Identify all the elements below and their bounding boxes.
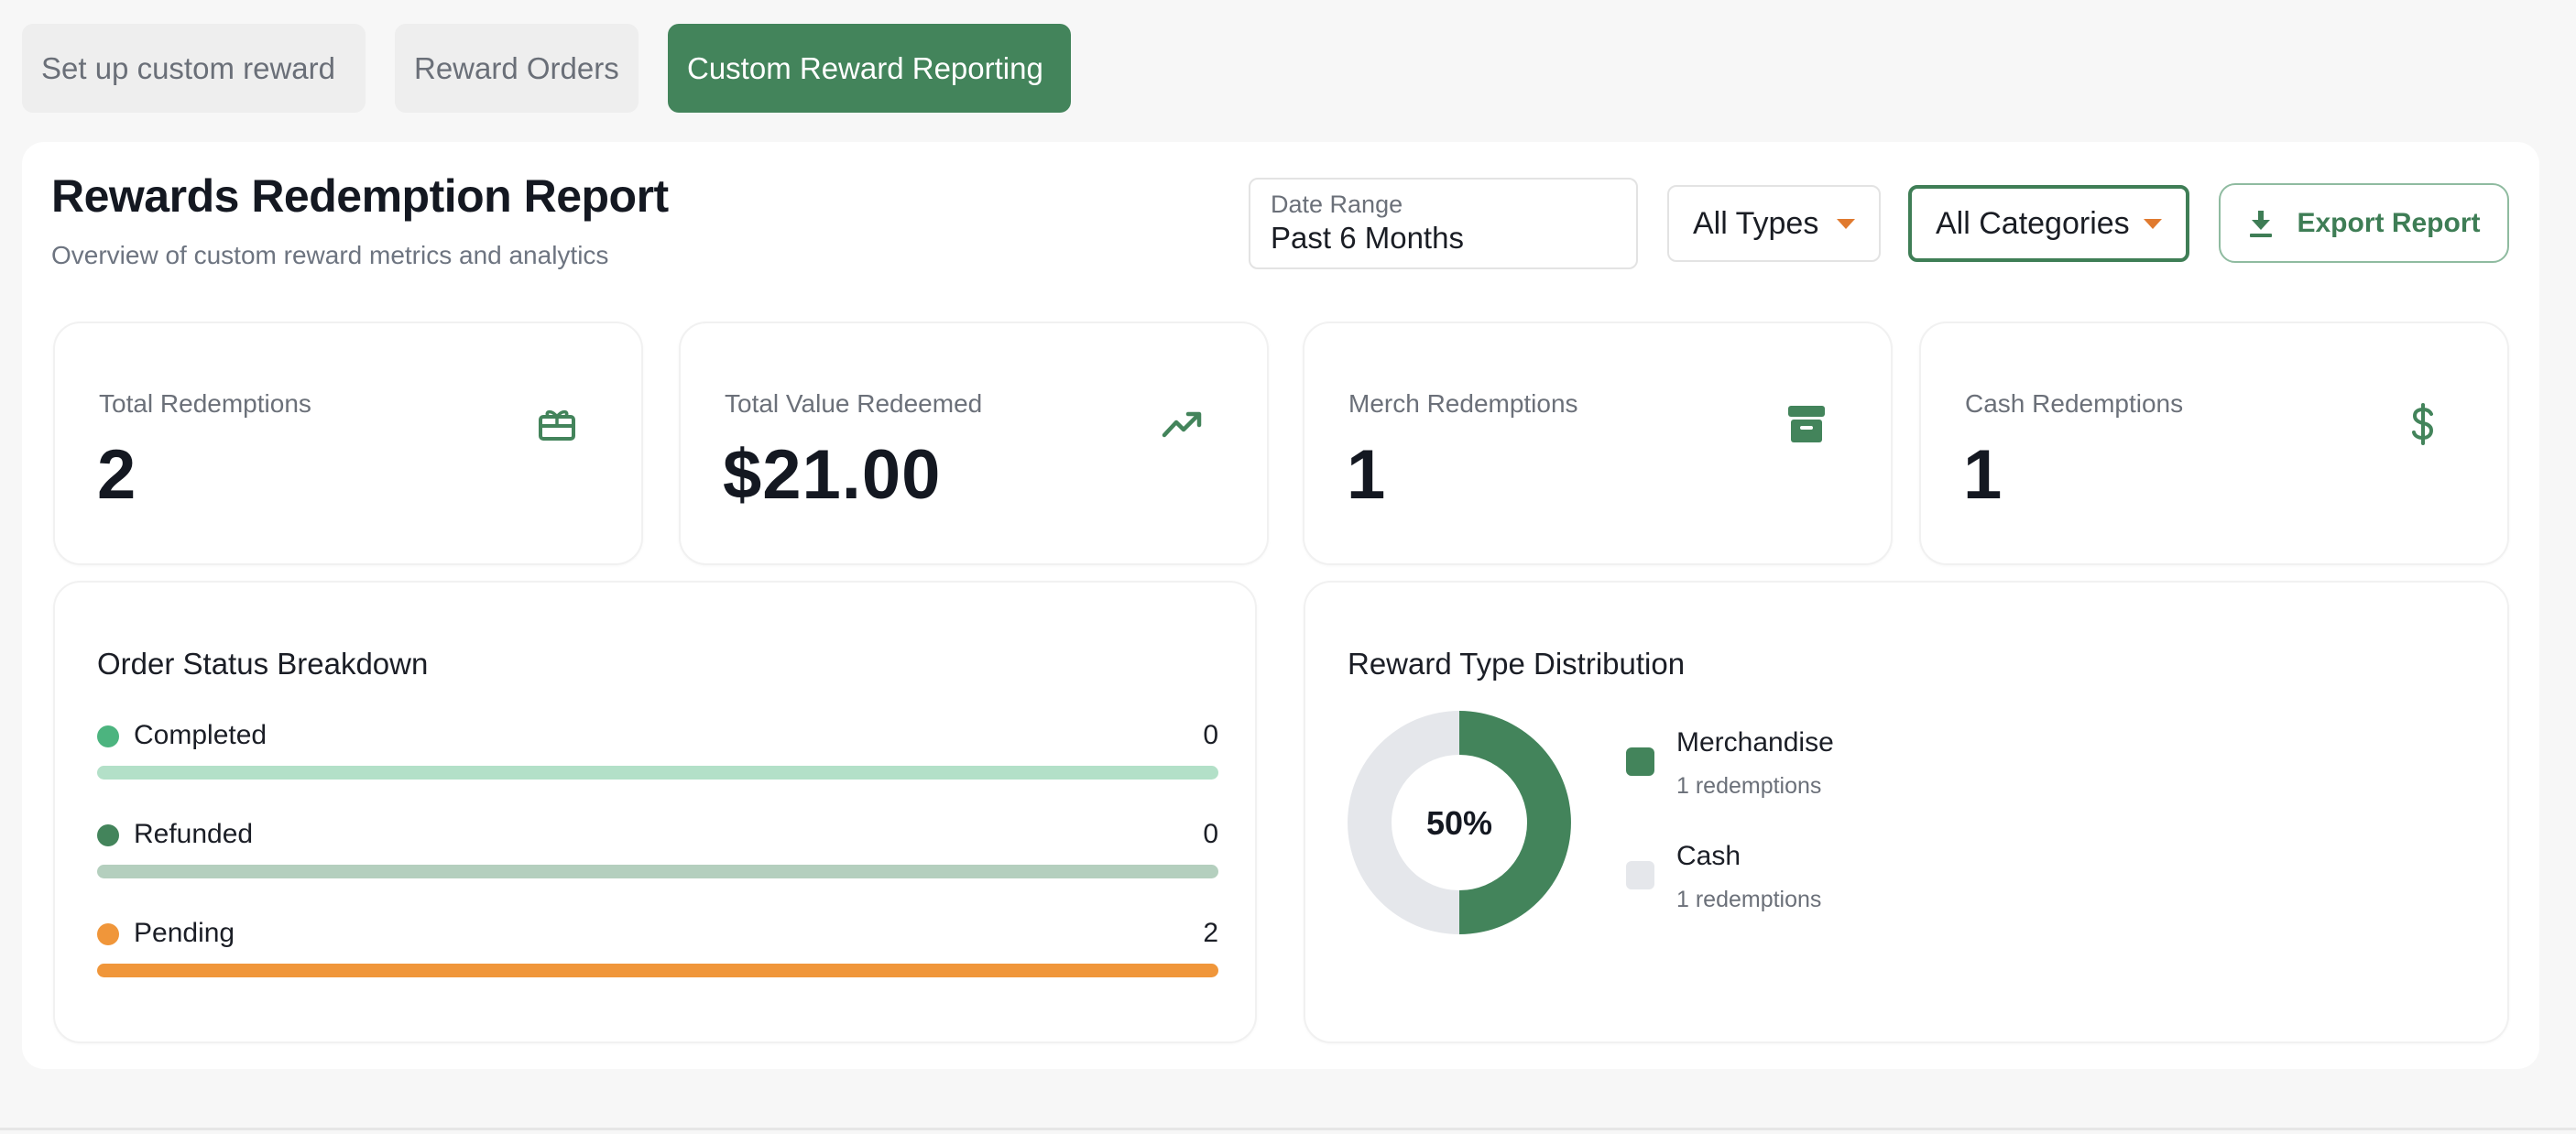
legend-swatch	[1626, 861, 1654, 889]
archive-box-icon	[1788, 406, 1825, 442]
donut-slice-merchandise	[1459, 711, 1571, 934]
stat-card-merch-redemptions: Merch Redemptions 1	[1303, 322, 1893, 565]
legend-swatch	[1626, 747, 1654, 776]
stat-value: 1	[1963, 436, 2003, 514]
stat-value: 1	[1347, 436, 1387, 514]
tab-set-up-custom-reward[interactable]: Set up custom reward	[22, 24, 366, 113]
status-dot	[97, 923, 119, 945]
caret-down-icon	[1837, 218, 1855, 229]
date-range-value: Past 6 Months	[1271, 221, 1464, 255]
stat-label: Total Value Redeemed	[725, 389, 983, 418]
tab-custom-reward-reporting[interactable]: Custom Reward Reporting	[668, 24, 1071, 113]
gift-card-icon	[539, 409, 575, 441]
date-range-field[interactable]: Date Range Past 6 Months	[1249, 178, 1638, 269]
stat-label: Merch Redemptions	[1348, 389, 1578, 418]
status-bar	[97, 964, 1218, 977]
trending-up-icon	[1162, 411, 1202, 438]
stat-value: $21.00	[723, 436, 942, 514]
page-title: Rewards Redemption Report	[51, 170, 669, 222]
categories-dropdown-value: All Categories	[1936, 205, 2130, 241]
status-count: 2	[1203, 918, 1218, 948]
categories-dropdown[interactable]: All Categories	[1908, 185, 2189, 262]
status-bar	[97, 865, 1218, 878]
page-subtitle: Overview of custom reward metrics and an…	[51, 241, 609, 269]
stat-label: Cash Redemptions	[1965, 389, 2184, 418]
donut-chart	[1348, 711, 1571, 934]
legend-name: Merchandise	[1676, 727, 1834, 758]
report-panel: Rewards Redemption Report Overview of cu…	[22, 142, 2539, 1069]
legend-sub: 1 redemptions	[1676, 773, 1822, 799]
stat-card-total-redemptions: Total Redemptions 2	[53, 322, 643, 565]
donut-slice-cash	[1348, 711, 1459, 934]
status-name: Pending	[134, 918, 235, 948]
tab-bar: Set up custom reward Reward Orders Custo…	[22, 24, 1071, 113]
export-report-button[interactable]: Export Report	[2219, 183, 2509, 263]
stat-label: Total Redemptions	[99, 389, 311, 418]
types-dropdown-value: All Types	[1693, 205, 1819, 241]
types-dropdown[interactable]: All Types	[1667, 185, 1881, 262]
order-status-card: Order Status Breakdown Completed 0 Refun…	[53, 581, 1257, 1043]
bottom-divider	[0, 1128, 2576, 1130]
status-dot	[97, 725, 119, 747]
distribution-title: Reward Type Distribution	[1348, 647, 1686, 681]
date-range-label: Date Range	[1271, 191, 1403, 218]
status-name: Refunded	[134, 819, 254, 849]
legend-name: Cash	[1676, 841, 1741, 871]
legend-sub: 1 redemptions	[1676, 887, 1822, 912]
status-count: 0	[1203, 720, 1218, 750]
caret-down-icon	[2144, 218, 2162, 229]
stat-card-cash-redemptions: Cash Redemptions 1	[1919, 322, 2509, 565]
export-report-label: Export Report	[2297, 207, 2481, 238]
status-count: 0	[1203, 819, 1218, 849]
order-status-title: Order Status Breakdown	[97, 647, 429, 681]
status-bar	[97, 766, 1218, 780]
stat-card-total-value: Total Value Redeemed $21.00	[679, 322, 1269, 565]
download-icon	[2250, 210, 2273, 237]
stat-value: 2	[97, 436, 137, 514]
dollar-sign-icon	[2412, 403, 2434, 445]
status-dot	[97, 824, 119, 846]
tab-reward-orders[interactable]: Reward Orders	[395, 24, 639, 113]
status-name: Completed	[134, 720, 267, 750]
donut-center-label: 50%	[1425, 804, 1493, 842]
reward-distribution-card: Reward Type Distribution 50% Merchandise…	[1304, 581, 2509, 1043]
